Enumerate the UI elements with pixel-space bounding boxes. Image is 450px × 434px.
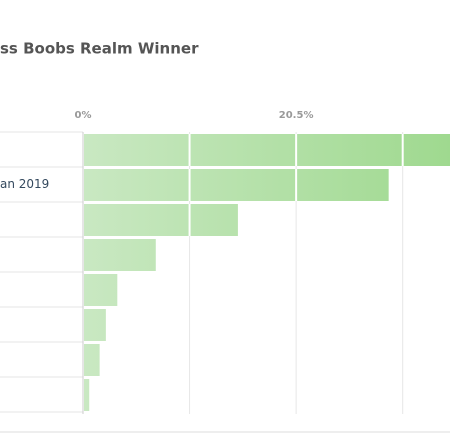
bar	[84, 169, 389, 201]
x-tick-label: 0%	[75, 110, 92, 121]
bar	[84, 309, 106, 341]
y-tick-label: an 2019	[0, 177, 49, 191]
bar	[84, 204, 238, 236]
bar	[84, 239, 156, 271]
bar	[84, 344, 100, 376]
chart-title: ss Boobs Realm Winner	[0, 40, 199, 58]
bar	[84, 134, 450, 166]
bar	[84, 379, 90, 411]
x-tick-label: 20.5%	[279, 110, 314, 121]
bar	[84, 274, 118, 306]
